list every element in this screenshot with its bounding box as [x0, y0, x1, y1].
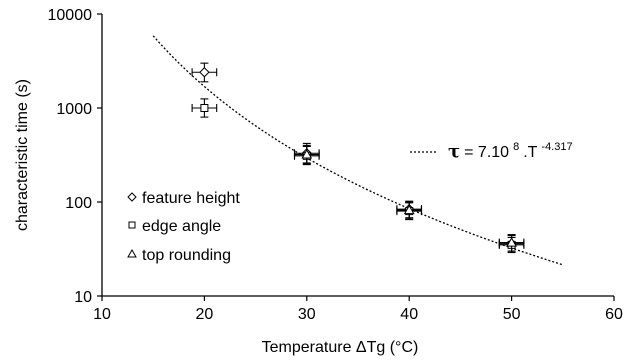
tau-symbol: τ [448, 141, 460, 162]
legend-label-edge-angle: edge angle [142, 218, 221, 235]
legend: feature height edge angle top rounding [127, 190, 240, 264]
y-tick-label: 10000 [48, 7, 93, 24]
y-tick-label: 10 [74, 289, 92, 306]
y-tick-label: 100 [65, 195, 92, 212]
x-axis-title: Temperature ΔTg (°C) [262, 339, 419, 356]
series-top-rounding [293, 144, 525, 252]
x-tick-label: 40 [400, 306, 418, 323]
series-edge-angle [191, 98, 525, 254]
square-marker-icon [128, 221, 136, 229]
legend-label-feature-height: feature height [142, 190, 240, 207]
triangle-marker-icon [127, 248, 137, 258]
fit-equation-annotation: τ = 7.10 8 .T -4.317 [410, 137, 573, 162]
data-point-triangle [403, 204, 415, 215]
x-tick-label: 50 [503, 306, 521, 323]
ticks: 10 20 30 40 50 60 10 100 1000 10000 [48, 7, 624, 323]
legend-item-edge-angle: edge angle [128, 218, 221, 235]
fit-equation: τ = 7.10 8 .T -4.317 [448, 137, 573, 162]
y-tick-label: 1000 [56, 101, 92, 118]
legend-item-top-rounding: top rounding [127, 247, 231, 264]
y-axis-title: characteristic time (s) [14, 79, 31, 231]
data-point-triangle [301, 148, 313, 159]
x-tick-label: 20 [196, 306, 214, 323]
equation-exponent-1: 8 [513, 141, 519, 153]
legend-label-top-rounding: top rounding [142, 247, 231, 264]
data-point-triangle [506, 237, 517, 247]
data-points-layer [191, 62, 525, 254]
data-point-square [200, 104, 209, 112]
diamond-marker-icon [127, 192, 137, 202]
data-point-diamond [199, 67, 210, 78]
x-tick-label: 60 [605, 306, 623, 323]
equation-coefficient: = 7.10 [464, 144, 509, 161]
x-tick-label: 30 [298, 306, 316, 323]
equation-exponent-2: -4.317 [541, 141, 572, 153]
x-tick-label: 10 [93, 306, 111, 323]
axes [101, 14, 614, 297]
equation-variable: .T [523, 144, 537, 161]
legend-item-feature-height: feature height [127, 190, 240, 207]
